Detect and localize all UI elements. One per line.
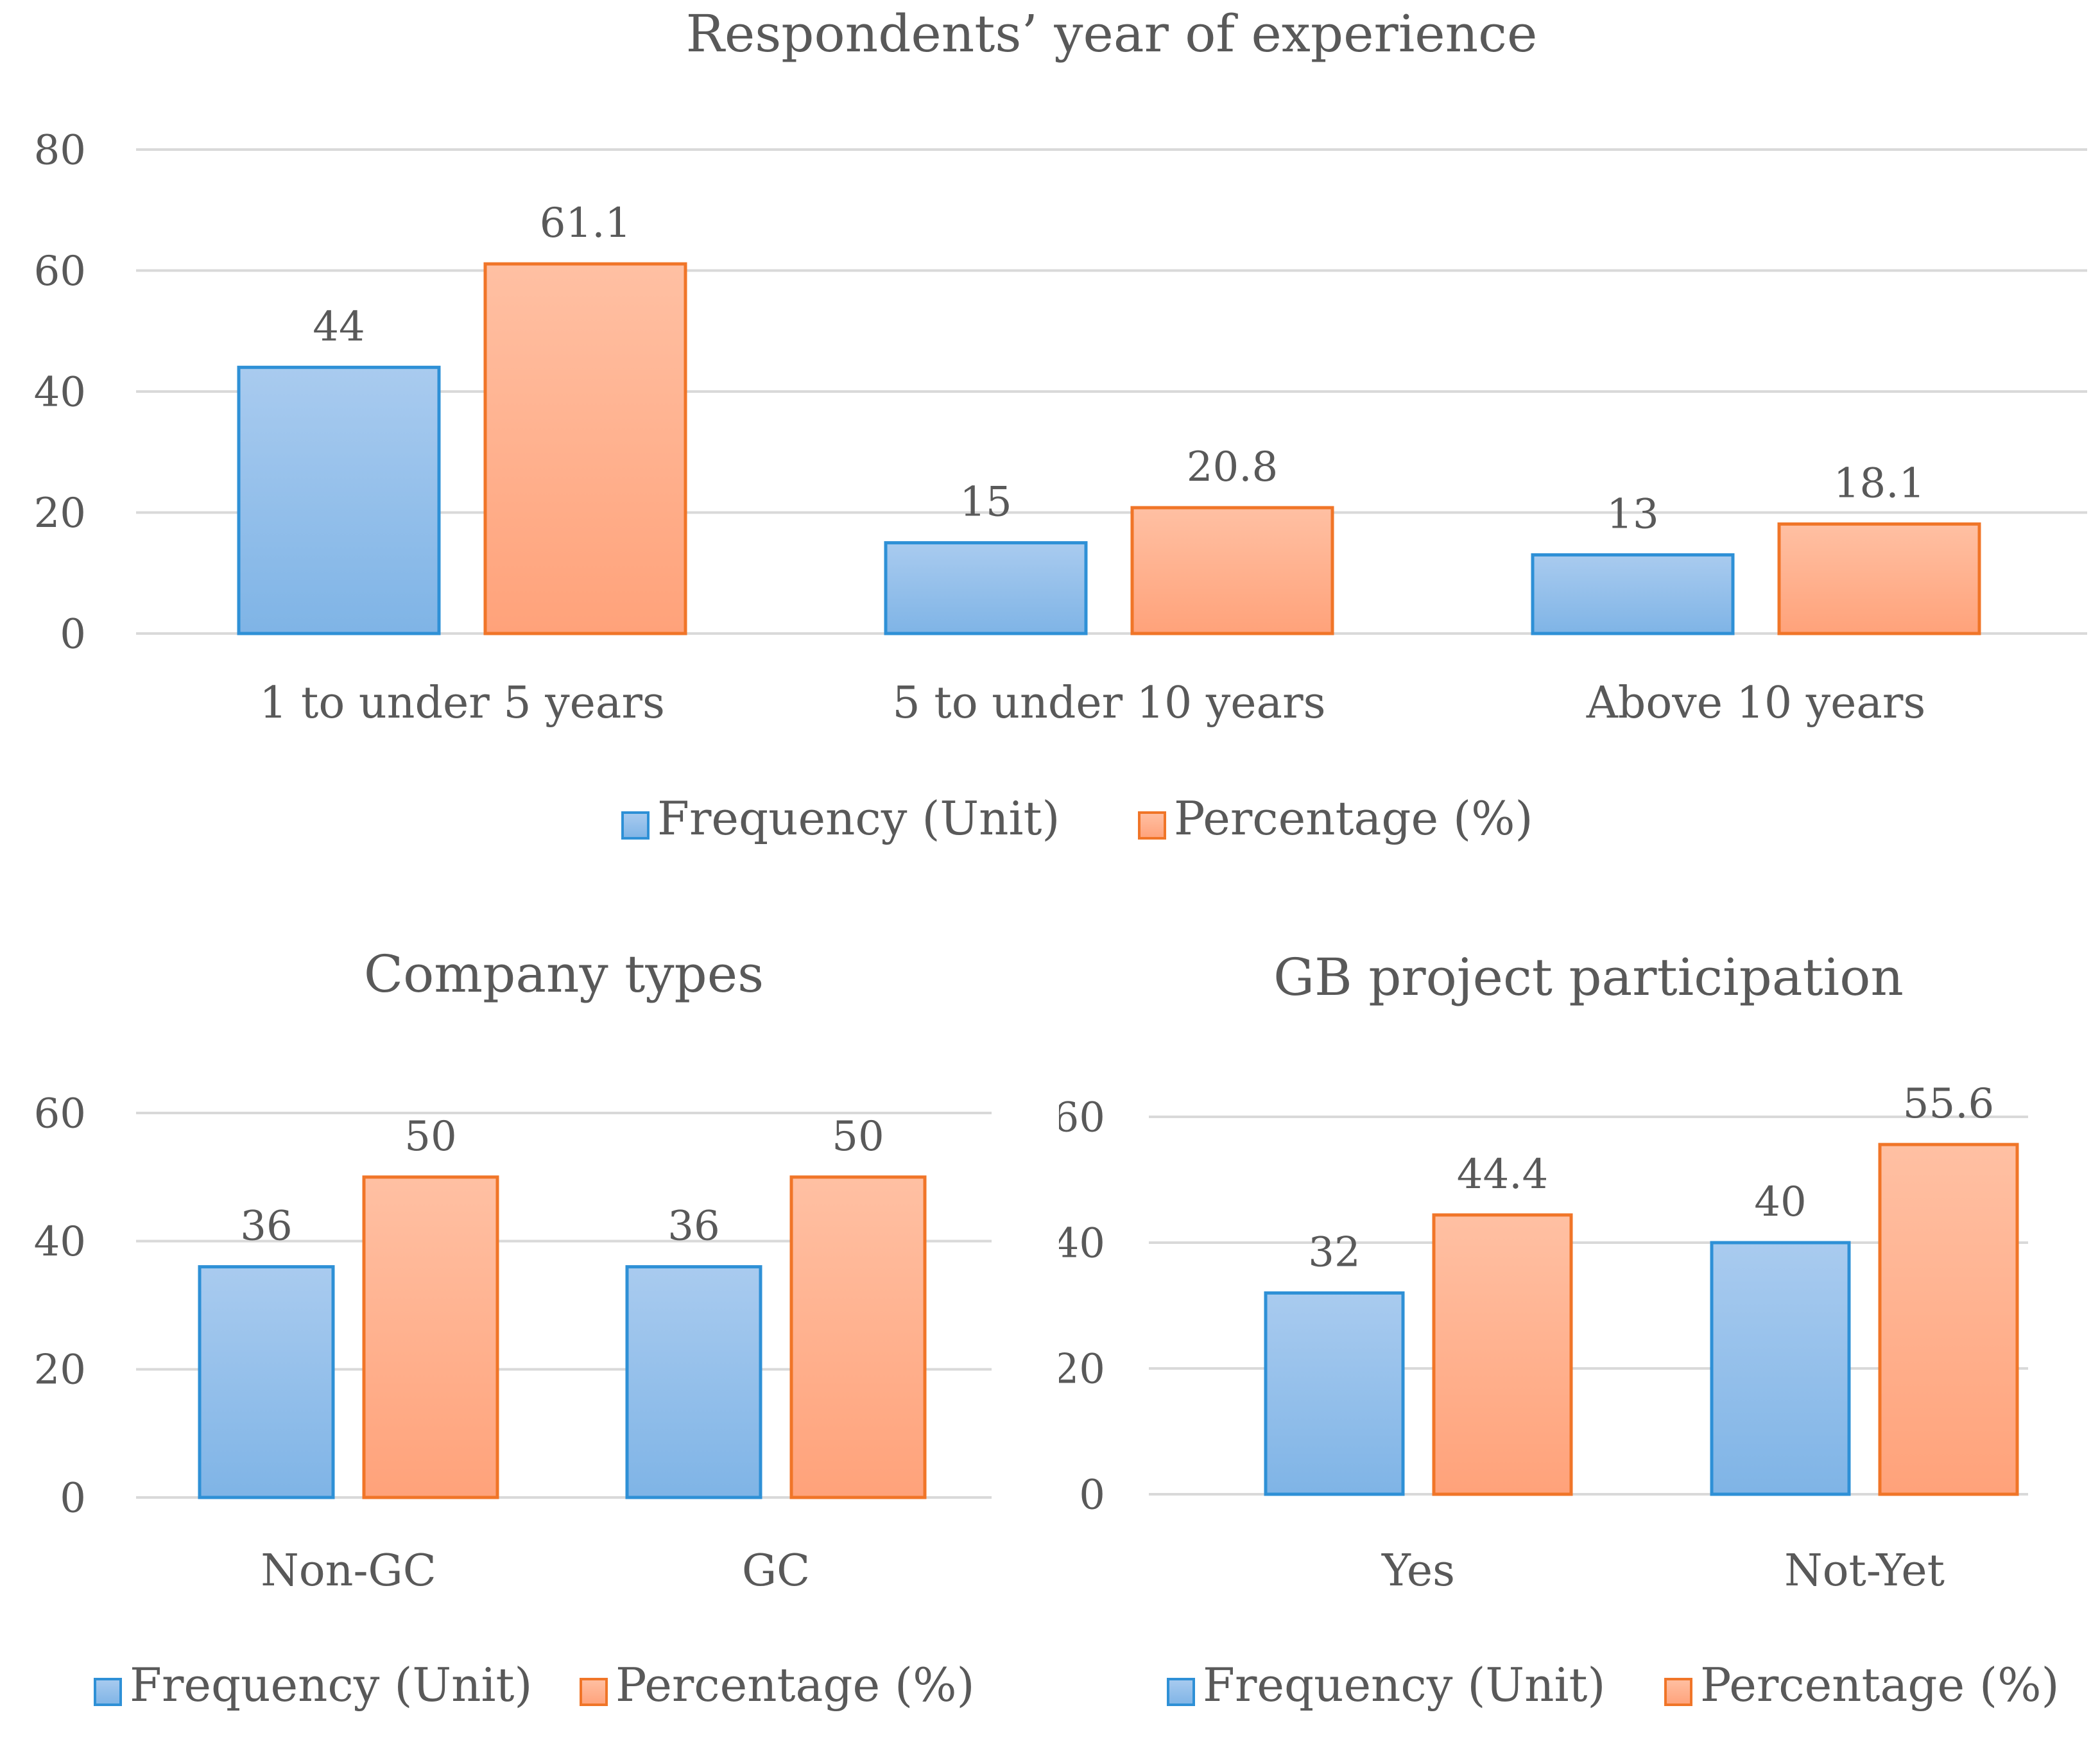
x-tick-label-gc: GC (742, 1546, 810, 1596)
bar-frequency-unit-non-gc (198, 1265, 335, 1499)
x-tick-label-5-to-under-10-years: 5 to under 10 years (893, 678, 1326, 729)
legend-item-frequency-unit: Frequency (Unit) (621, 791, 1060, 845)
y-tick-label: 60 (34, 1090, 86, 1137)
chart-title: Company types (364, 944, 764, 1004)
bar-frequency-unit-gc (625, 1265, 762, 1499)
bar-frequency-unit-yes (1264, 1291, 1405, 1496)
legend-item-frequency-unit: Frequency (Unit) (94, 1658, 533, 1712)
chart-title: GB project participation (1273, 947, 1904, 1007)
legend-label: Percentage (%) (615, 1658, 975, 1712)
bar-frequency-unit-1-to-under-5-years (237, 365, 441, 635)
data-label-percentage-5-to-under-10-years: 20.8 (1187, 444, 1278, 491)
legend-swatch (94, 1678, 122, 1706)
chart-respondents-experience: Respondents’ year of experience 0 20 40 60 80… (34, 4, 2087, 845)
legend-swatch (1664, 1678, 1692, 1706)
bar-percentage-non-gc (362, 1175, 499, 1499)
y-tick-label: 60 (34, 248, 86, 295)
data-label-frequency-unit-1-to-under-5-years: 44 (313, 303, 365, 350)
data-label-frequency-unit-5-to-under-10-years: 15 (960, 479, 1011, 526)
chart-gb-participation: GB project participation 0 20 40 60 32 44.4 Yes… (1059, 924, 2100, 1751)
x-tick-label-1-to-under-5-years: 1 to under 5 years (259, 678, 665, 729)
data-label-percentage-1-to-under-5-years: 61.1 (540, 200, 632, 247)
legend-item-percentage: Percentage (%) (580, 1658, 975, 1712)
y-tick-label: 0 (60, 610, 86, 658)
y-tick-label: 40 (34, 1218, 86, 1266)
bar-percentage-1-to-under-5-years (483, 262, 687, 635)
data-label-percentage-yes: 44.4 (1457, 1151, 1549, 1198)
legend-item-frequency-unit: Frequency (Unit) (1167, 1658, 1606, 1712)
data-label-frequency-unit-gc: 36 (667, 1203, 719, 1250)
data-label-percentage-above-10-years: 18.1 (1834, 460, 1925, 507)
legend-swatch (580, 1678, 608, 1706)
chart-company-svg: Company types 0 20 40 60 36 50 Non-GC 36 50 GC Freq… (34, 944, 992, 1712)
legend-swatch (1167, 1678, 1195, 1706)
x-tick-label-not-yet: Not-Yet (1784, 1546, 1945, 1596)
y-tick-label: 40 (1059, 1220, 1105, 1267)
legend-item-percentage: Percentage (%) (1664, 1658, 2060, 1712)
legend-label: Frequency (Unit) (1203, 1658, 1606, 1712)
chart-gb-svg: GB project participation 0 20 40 60 32 44.4 Yes… (1059, 947, 2060, 1712)
bar-frequency-unit-5-to-under-10-years (884, 541, 1088, 635)
y-tick-label: 80 (34, 126, 86, 174)
y-tick-label: 20 (34, 490, 86, 537)
legend-item-percentage: Percentage (%) (1138, 791, 1533, 845)
chart-company-types: Company types 0 20 40 60 36 50 Non-GC 36 50 GC Freq… (0, 924, 1040, 1751)
chart-title: Respondents’ year of experience (686, 4, 1538, 64)
legend-label: Frequency (Unit) (657, 791, 1060, 845)
data-label-percentage-not-yet: 55.6 (1903, 1080, 1995, 1128)
x-tick-label-non-gc: Non-GC (261, 1546, 436, 1596)
bar-frequency-unit-above-10-years (1531, 553, 1735, 635)
bar-percentage-yes (1432, 1213, 1573, 1496)
bar-percentage-5-to-under-10-years (1130, 506, 1334, 635)
data-label-frequency-unit-yes: 32 (1308, 1229, 1360, 1276)
y-tick-label: 0 (60, 1474, 86, 1522)
bar-percentage-gc (789, 1175, 927, 1499)
y-tick-label: 0 (1079, 1471, 1105, 1519)
data-label-percentage-gc: 50 (832, 1113, 884, 1160)
legend-swatch (1138, 811, 1166, 840)
data-label-frequency-unit-above-10-years: 13 (1606, 490, 1658, 538)
data-label-frequency-unit-non-gc: 36 (240, 1203, 292, 1250)
legend-swatch (621, 811, 650, 840)
bar-percentage-above-10-years (1777, 522, 1981, 635)
y-tick-label: 20 (34, 1347, 86, 1394)
y-tick-label: 60 (1059, 1094, 1105, 1141)
legend-label: Frequency (Unit) (130, 1658, 533, 1712)
x-tick-label-above-10-years: Above 10 years (1586, 678, 1926, 729)
x-tick-label-yes: Yes (1381, 1546, 1455, 1596)
bar-frequency-unit-not-yet (1710, 1241, 1851, 1496)
data-label-frequency-unit-not-yet: 40 (1754, 1178, 1806, 1226)
data-label-percentage-non-gc: 50 (404, 1113, 456, 1160)
y-tick-label: 20 (1059, 1345, 1105, 1393)
bar-percentage-not-yet (1878, 1143, 2019, 1496)
legend-label: Percentage (%) (1174, 791, 1533, 845)
y-tick-label: 40 (34, 368, 86, 416)
chart-experience-svg: Respondents’ year of experience 0 20 40 60 80… (34, 4, 2087, 845)
legend-label: Percentage (%) (1700, 1658, 2060, 1712)
